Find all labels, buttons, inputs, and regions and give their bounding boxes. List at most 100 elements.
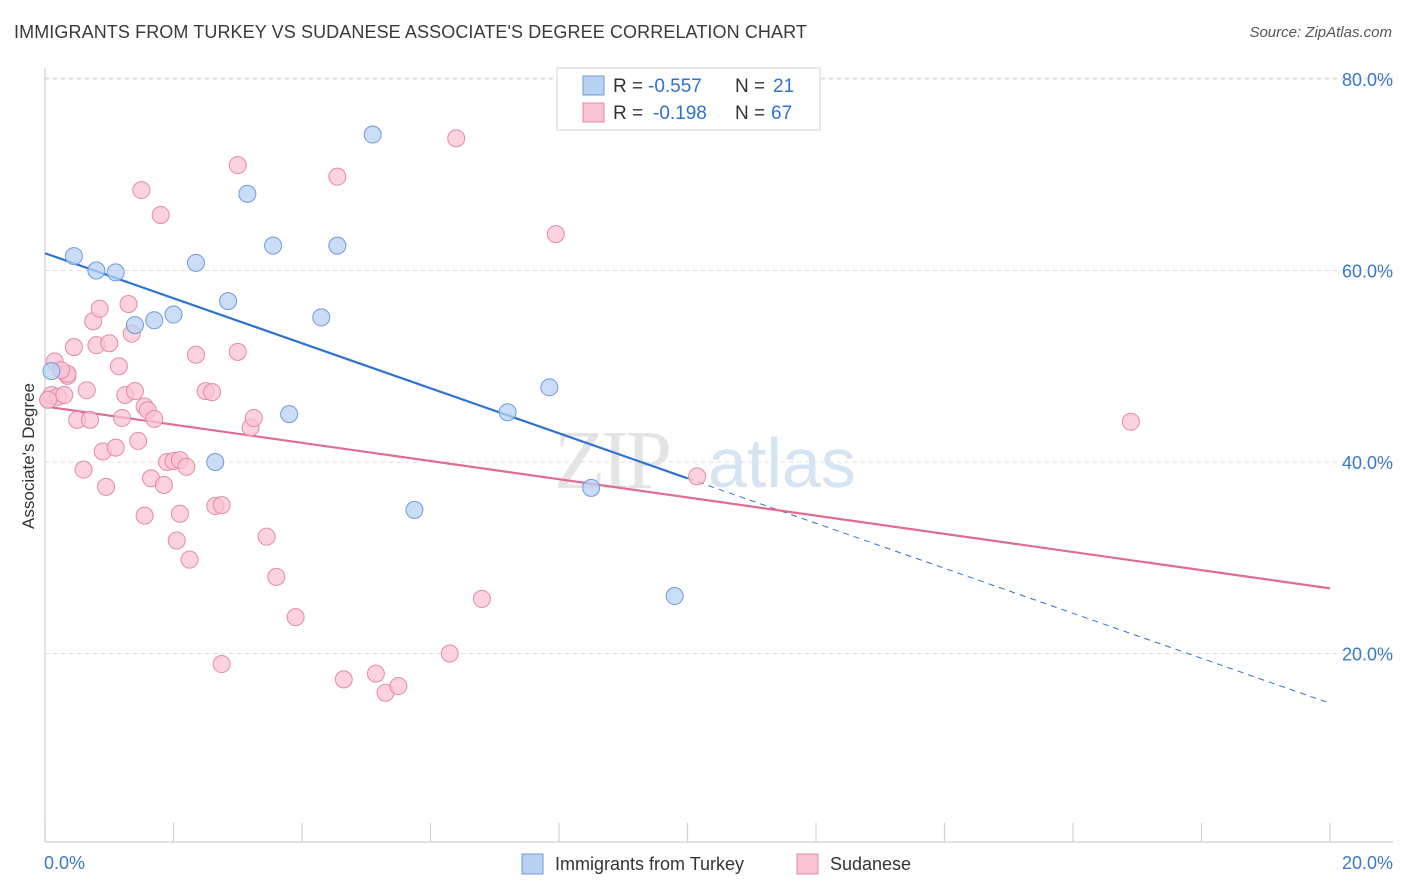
point-sudanese-20 <box>113 408 132 427</box>
point-sudanese-47 <box>228 342 247 361</box>
data-points <box>39 125 1140 702</box>
axes <box>44 68 1393 843</box>
point-turkey-12 <box>312 308 331 327</box>
point-sudanese-7 <box>64 338 83 357</box>
bottom-legend-swatch-sudanese <box>796 853 819 875</box>
point-sudanese-10 <box>77 381 96 400</box>
point-sudanese-52 <box>267 567 286 586</box>
point-sudanese-62 <box>546 225 565 244</box>
point-turkey-2 <box>87 261 106 280</box>
point-sudanese-38 <box>170 504 189 523</box>
y-tick-label-20: 20.0% <box>1342 645 1393 665</box>
point-sudanese-55 <box>334 670 353 689</box>
point-turkey-11 <box>280 405 299 424</box>
trend-line-turkey-extension <box>687 477 1331 704</box>
point-turkey-15 <box>405 500 424 519</box>
point-sudanese-41 <box>186 345 205 364</box>
point-turkey-19 <box>582 478 601 497</box>
point-sudanese-43 <box>203 383 222 402</box>
point-sudanese-40 <box>180 550 199 569</box>
bottom-legend: Immigrants from Turkey Sudanese <box>521 853 911 875</box>
legend-r-value-turkey: -0.557 <box>648 76 702 97</box>
watermark-atlas: atlas <box>708 424 856 502</box>
point-sudanese-32 <box>151 205 170 224</box>
watermark: ZIP atlas <box>554 414 856 507</box>
trend-line-sudanese <box>44 405 1331 590</box>
point-turkey-6 <box>164 305 183 324</box>
point-sudanese-14 <box>90 299 109 318</box>
point-turkey-3 <box>106 263 125 282</box>
legend-n-value-sudanese: 67 <box>771 103 792 124</box>
point-sudanese-33 <box>154 475 173 494</box>
point-turkey-10 <box>264 236 283 255</box>
legend-r-label-turkey: R = <box>613 76 643 97</box>
x-tick-label-max: 20.0% <box>1342 853 1393 873</box>
point-sudanese-25 <box>129 431 148 450</box>
point-sudanese-60 <box>447 129 466 148</box>
top-legend: R = -0.557 N = 21 R = -0.198 N = 67 <box>556 67 821 131</box>
point-sudanese-17 <box>100 334 119 353</box>
point-sudanese-50 <box>244 408 263 427</box>
legend-n-label-turkey: N = <box>735 76 765 97</box>
point-sudanese-26 <box>132 181 151 200</box>
point-turkey-9 <box>238 184 257 203</box>
bottom-legend-swatch-turkey <box>521 853 544 875</box>
y-tick-label-60: 60.0% <box>1342 262 1393 282</box>
legend-n-value-turkey: 21 <box>773 76 794 97</box>
point-turkey-8 <box>219 292 238 311</box>
point-sudanese-56 <box>366 664 385 683</box>
point-turkey-5 <box>145 311 164 330</box>
point-sudanese-28 <box>135 506 154 525</box>
point-sudanese-16 <box>97 477 116 496</box>
y-tick-label-40: 40.0% <box>1342 453 1393 473</box>
point-sudanese-59 <box>440 644 459 663</box>
chart-title: IMMIGRANTS FROM TURKEY VS SUDANESE ASSOC… <box>14 22 807 42</box>
point-turkey-14 <box>363 125 382 144</box>
point-sudanese-19 <box>109 357 128 376</box>
point-sudanese-4 <box>55 385 74 404</box>
point-sudanese-18 <box>106 438 125 457</box>
legend-n-label-sudanese: N = <box>735 103 765 124</box>
point-turkey-20 <box>665 587 684 606</box>
legend-r-label-sudanese: R = <box>613 103 643 124</box>
point-sudanese-9 <box>74 460 93 479</box>
bottom-legend-label-sudanese: Sudanese <box>830 854 911 874</box>
x-tick-label-min: 0.0% <box>44 853 85 873</box>
point-sudanese-61 <box>472 589 491 608</box>
x-tick-marks <box>44 823 1331 842</box>
point-sudanese-53 <box>286 608 305 627</box>
point-sudanese-39 <box>177 457 196 476</box>
point-turkey-0 <box>42 362 61 381</box>
x-tick-labels: 0.0% 20.0% <box>44 853 1393 873</box>
point-turkey-13 <box>328 236 347 255</box>
point-sudanese-65 <box>39 390 58 409</box>
point-sudanese-45 <box>212 496 231 515</box>
point-sudanese-58 <box>389 677 408 696</box>
point-sudanese-11 <box>80 410 99 429</box>
point-turkey-1 <box>64 247 83 266</box>
point-turkey-16 <box>206 453 225 471</box>
y-axis-label: Associate's Degree <box>19 383 38 529</box>
point-turkey-17 <box>498 403 517 422</box>
point-sudanese-63 <box>688 467 707 486</box>
point-sudanese-31 <box>145 409 164 428</box>
point-sudanese-64 <box>1121 412 1140 431</box>
point-sudanese-51 <box>257 527 276 546</box>
point-sudanese-48 <box>228 156 247 175</box>
grid-lines <box>45 77 1393 654</box>
bottom-legend-label-turkey: Immigrants from Turkey <box>555 854 744 874</box>
source-label: Source: ZipAtlas.com <box>1249 24 1392 41</box>
trend-line-turkey <box>44 252 688 480</box>
point-sudanese-24 <box>125 382 144 401</box>
point-sudanese-46 <box>212 655 231 674</box>
legend-swatch-turkey <box>582 75 605 96</box>
point-turkey-18 <box>540 378 559 397</box>
legend-swatch-sudanese <box>582 102 605 123</box>
legend-r-value-sudanese: -0.198 <box>653 103 707 124</box>
point-turkey-4 <box>125 316 144 335</box>
point-sudanese-22 <box>119 295 138 314</box>
point-sudanese-36 <box>167 531 186 550</box>
y-tick-label-80: 80.0% <box>1342 70 1393 90</box>
trend-lines <box>44 252 1331 704</box>
